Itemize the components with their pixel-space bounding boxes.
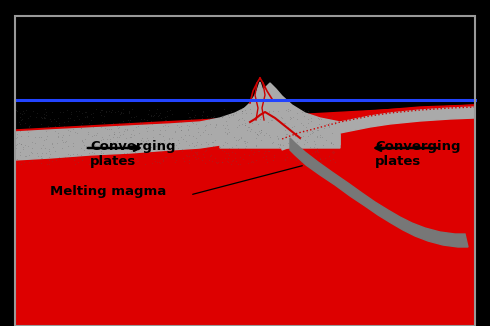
Text: Converging
plates: Converging plates xyxy=(90,140,175,168)
Text: Converging
plates: Converging plates xyxy=(375,140,461,168)
Polygon shape xyxy=(282,107,475,150)
Polygon shape xyxy=(15,83,340,160)
Polygon shape xyxy=(220,82,340,148)
Polygon shape xyxy=(15,105,475,326)
Polygon shape xyxy=(290,138,468,247)
Polygon shape xyxy=(15,105,475,326)
Text: Melting magma: Melting magma xyxy=(50,185,166,198)
